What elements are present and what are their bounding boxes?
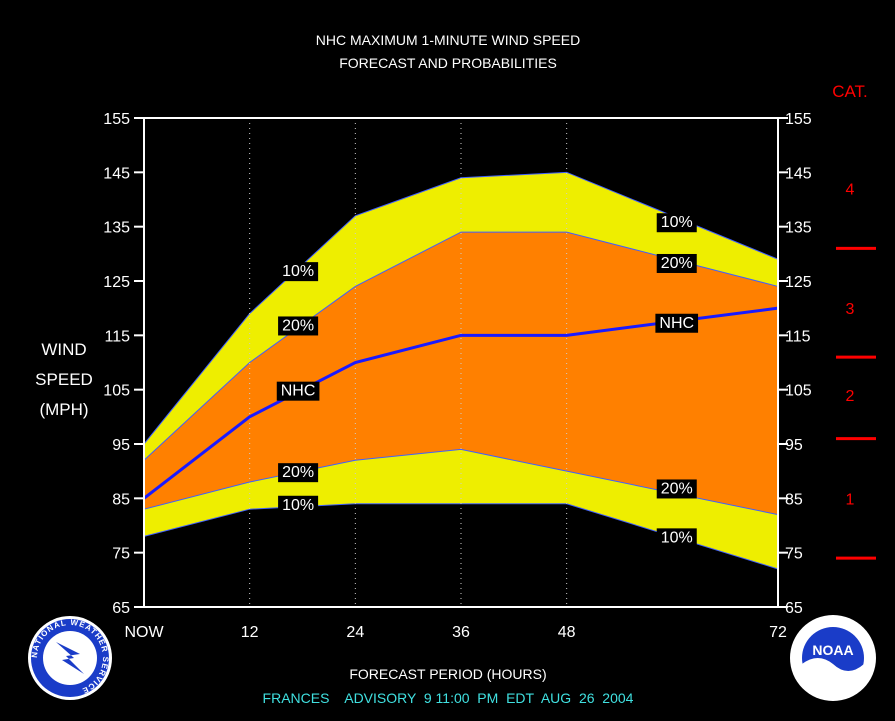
y-tick-label-right: 135: [785, 220, 812, 237]
nws-logo: NATIONAL WEATHER SERVICE: [28, 616, 112, 700]
y-tick-label-left: 75: [112, 546, 130, 563]
lower-20-edge: [143, 448, 779, 516]
lower-10-edge: [143, 503, 779, 570]
y-tick-label-left: 105: [103, 383, 130, 400]
band-label-background: [656, 528, 697, 548]
x-tick-label: 12: [241, 624, 259, 641]
plot-frame: [143, 117, 779, 608]
band-label-background: [656, 213, 697, 233]
band-label: NHC: [659, 315, 694, 332]
y-tick-label-right: 145: [785, 165, 812, 182]
x-tick-label: 24: [346, 624, 364, 641]
band-label-background: [655, 313, 699, 333]
x-tick-label: 48: [558, 624, 576, 641]
band-label: 20%: [282, 317, 314, 334]
y-tick-label-right: 85: [785, 491, 803, 508]
category-label: 3: [846, 301, 855, 318]
y-tick-label-left: 95: [112, 437, 130, 454]
band-label: 10%: [661, 214, 693, 231]
noaa-logo: NOAA: [790, 615, 876, 701]
category-header: CAT.: [832, 82, 868, 101]
y-tick-label-left: 135: [103, 220, 130, 237]
band-label-background: [656, 253, 697, 273]
band-label: 10%: [661, 529, 693, 546]
y-tick-label-left: 155: [103, 111, 130, 128]
advisory-line: FRANCES ADVISORY 9 11:00 PM EDT AUG 26 2…: [263, 690, 634, 706]
band-label: 10%: [282, 497, 314, 514]
y-tick-label-left: 65: [112, 600, 130, 617]
y-tick-label-right: 95: [785, 437, 803, 454]
y-tick-label-right: 75: [785, 546, 803, 563]
y-tick-label-left: 85: [112, 491, 130, 508]
band-label: 10%: [282, 263, 314, 280]
category-label: 1: [846, 491, 855, 508]
y-tick-label-right: 115: [785, 328, 811, 345]
y-tick-label-right: 105: [785, 383, 812, 400]
y-tick-label-right: 65: [785, 600, 803, 617]
y-tick-label-left: 115: [104, 328, 130, 345]
y-tick-label-right: 125: [785, 274, 812, 291]
x-tick-label: 72: [769, 624, 787, 641]
band-label: 20%: [661, 255, 693, 272]
band-label: 20%: [282, 464, 314, 481]
band-label-background: [656, 479, 697, 499]
y-tick-label-left: 145: [103, 165, 130, 182]
band-label: NHC: [281, 383, 316, 400]
band-label-background: [278, 495, 319, 515]
x-tick-label: 36: [452, 624, 470, 641]
x-tick-label: NOW: [124, 624, 164, 641]
y-axis-label-line3: (MPH): [39, 400, 88, 419]
noaa-logo-text: NOAA: [812, 642, 853, 658]
band-label-background: [278, 316, 319, 336]
y-tick-label-left: 125: [103, 274, 130, 291]
chart-title-line2: FORECAST AND PROBABILITIES: [339, 55, 557, 71]
chart-title-line1: NHC MAXIMUM 1-MINUTE WIND SPEED: [316, 32, 580, 48]
x-axis-label: FORECAST PERIOD (HOURS): [349, 666, 546, 682]
upper-20-edge: [143, 231, 779, 461]
band-label: 20%: [661, 480, 693, 497]
nhc-forecast-line: [143, 306, 779, 500]
category-label: 2: [846, 388, 855, 405]
band-label-background: [276, 381, 320, 401]
y-axis-label-line1: WIND: [41, 340, 86, 359]
y-axis-label-line2: SPEED: [35, 370, 93, 389]
band-label-background: [278, 463, 319, 483]
band-label-background: [278, 262, 319, 282]
y-tick-label-right: 155: [785, 111, 812, 128]
upper-10-edge: [143, 171, 779, 445]
category-label: 4: [846, 182, 855, 199]
